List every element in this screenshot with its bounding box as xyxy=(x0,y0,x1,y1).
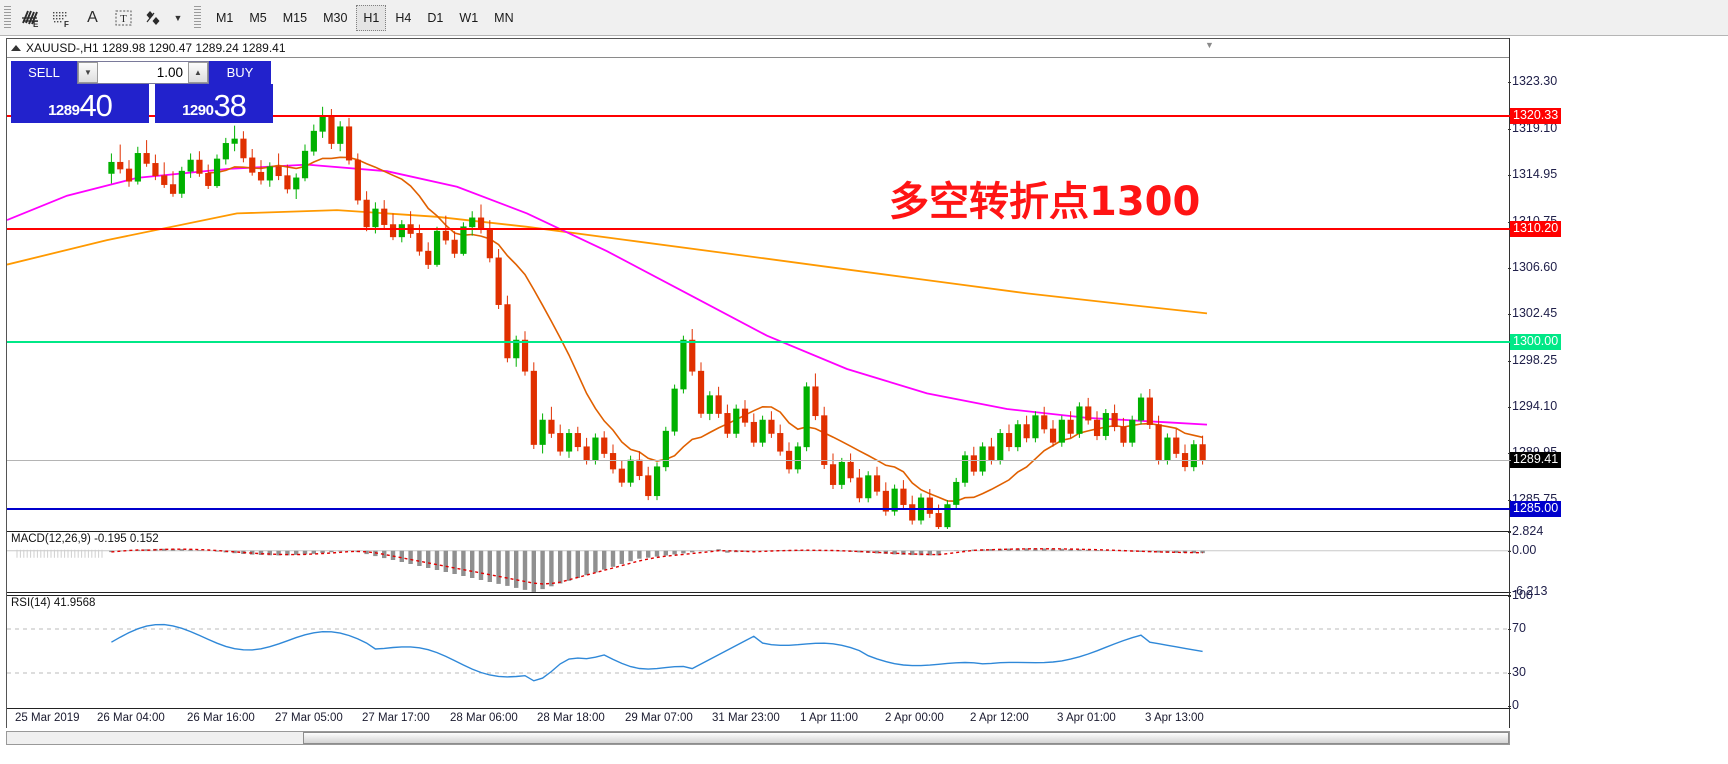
svg-text:E: E xyxy=(33,20,39,28)
price-badge-pivot-1300[interactable]: 1300.00 xyxy=(1510,334,1562,351)
chart-window: XAUUSD-,H1 1289.98 1290.47 1289.24 1289.… xyxy=(6,38,1511,728)
rsi-tick-3: 0 xyxy=(1508,698,1519,712)
time-label-12: 3 Apr 01:00 xyxy=(1057,712,1116,724)
buy-price-integer: 1290 xyxy=(182,102,214,119)
current-price-line xyxy=(7,460,1511,461)
text-icon[interactable]: A xyxy=(77,3,108,33)
chart-annotation-text: 多空转折点1300 xyxy=(889,179,1201,225)
price-scale-divider xyxy=(1509,38,1510,728)
rsi-chart-svg xyxy=(7,623,1511,682)
timeframe-group: M1 M5 M15 M30 H1 H4 D1 W1 MN xyxy=(209,4,521,31)
one-click-trade-panel: SELL ▼ 1.00 ▲ BUY 1289 40 1290 38 xyxy=(11,61,273,123)
price-tick-4: 1306.60 xyxy=(1507,260,1558,274)
symbol-ohlc-text: XAUUSD-,H1 1289.98 1290.47 1289.24 1289.… xyxy=(26,41,286,55)
volume-increase-button[interactable]: ▲ xyxy=(188,62,208,83)
timeframe-m30[interactable]: M30 xyxy=(323,10,348,25)
timeframe-mn[interactable]: MN xyxy=(494,10,514,25)
macd-label: MACD(12,26,9) -0.195 0.152 xyxy=(11,533,159,545)
rsi-pane[interactable]: RSI(14) 41.9568 xyxy=(7,595,1511,707)
time-label-8: 31 Mar 23:00 xyxy=(712,712,780,724)
timeframe-d1[interactable]: D1 xyxy=(427,10,444,25)
volume-input[interactable]: 1.00 xyxy=(156,65,183,80)
svg-text:F: F xyxy=(64,20,69,28)
timeframe-h1[interactable]: H1 xyxy=(356,4,387,31)
symbol-bar: XAUUSD-,H1 1289.98 1290.47 1289.24 1289.… xyxy=(7,39,1509,58)
chevron-down-glyph: ▼ xyxy=(173,12,183,23)
line-1310[interactable] xyxy=(7,228,1511,230)
rsi-tick-1: 70 xyxy=(1508,621,1526,635)
macd-pane[interactable]: MACD(12,26,9) -0.195 0.152 xyxy=(7,531,1511,593)
time-label-13: 3 Apr 13:00 xyxy=(1145,712,1204,724)
price-tick-2: 1314.95 xyxy=(1507,167,1558,182)
time-label-7: 29 Mar 07:00 xyxy=(625,712,693,724)
timeframe-w1[interactable]: W1 xyxy=(459,10,479,25)
sell-price-integer: 1289 xyxy=(48,102,80,119)
rsi-tick-0: 100 xyxy=(1508,588,1533,602)
price-tick-6: 1298.25 xyxy=(1507,352,1558,367)
time-label-6: 28 Mar 18:00 xyxy=(537,712,605,724)
price-tick-7: 1294.10 xyxy=(1507,398,1558,413)
buy-price-fraction: 38 xyxy=(213,88,246,123)
price-badge-support-1285[interactable]: 1285.00 xyxy=(1510,501,1562,517)
sell-button[interactable]: SELL xyxy=(11,61,77,84)
macd-chart-svg xyxy=(7,548,1511,592)
indicators-icon[interactable]: E xyxy=(15,3,46,33)
buy-price-button[interactable]: 1290 38 xyxy=(155,84,273,123)
text-label-icon[interactable]: T xyxy=(108,3,139,33)
timeframe-m5[interactable]: M5 xyxy=(249,10,267,25)
volume-stepper[interactable]: ▼ 1.00 ▲ xyxy=(77,61,209,84)
timeframe-m1[interactable]: M1 xyxy=(216,10,234,25)
time-label-10: 2 Apr 00:00 xyxy=(885,712,944,724)
main-toolbar: E F A T xyxy=(0,0,1728,36)
toolbar-grip-1[interactable] xyxy=(4,5,11,30)
shapes-icon-svg xyxy=(146,10,159,25)
line-1285[interactable] xyxy=(7,508,1511,510)
time-label-9: 1 Apr 11:00 xyxy=(800,712,858,724)
volume-decrease-button[interactable]: ▼ xyxy=(78,62,98,83)
collapse-icon[interactable] xyxy=(11,45,21,51)
timeframe-h4[interactable]: H4 xyxy=(395,10,412,25)
sell-price-button[interactable]: 1289 40 xyxy=(11,84,149,123)
time-label-5: 28 Mar 06:00 xyxy=(450,712,518,724)
time-axis: 25 Mar 2019 26 Mar 04:00 26 Mar 16:00 27 Ma… xyxy=(7,708,1511,728)
macd-tick-1: 0.00 xyxy=(1507,542,1537,557)
chevron-down-icon[interactable]: ▼ xyxy=(170,3,186,33)
trade-panel-price-row: 1289 40 1290 38 xyxy=(11,84,273,123)
time-label-1: 26 Mar 04:00 xyxy=(97,712,165,724)
toolbar-grip-2[interactable] xyxy=(194,5,201,30)
price-tick-0: 1323.30 xyxy=(1507,74,1558,89)
time-label-3: 27 Mar 05:00 xyxy=(275,712,343,724)
svg-text:T: T xyxy=(120,13,127,25)
time-label-4: 27 Mar 17:00 xyxy=(362,712,430,724)
horizontal-scrollbar[interactable] xyxy=(6,731,1510,745)
rsi-label: RSI(14) 41.9568 xyxy=(11,597,96,609)
timeframe-m15[interactable]: M15 xyxy=(282,10,308,25)
price-chart-svg xyxy=(7,106,1208,529)
price-badge-resistance-1310[interactable]: 1310.20 xyxy=(1510,221,1562,237)
grid-icon[interactable]: F xyxy=(46,3,77,33)
shapes-icon[interactable] xyxy=(139,3,170,33)
price-scale[interactable]: 1323.301319.101314.951310.751306.601302.… xyxy=(1507,38,1726,728)
line-1320[interactable] xyxy=(7,115,1511,118)
scrollbar-thumb[interactable] xyxy=(303,732,1509,744)
chart-caret-icon: ▼ xyxy=(1205,40,1214,50)
grid-icon-svg: F xyxy=(52,11,69,28)
price-badge-current-price[interactable]: 1289.41 xyxy=(1510,452,1562,468)
price-tick-5: 1302.45 xyxy=(1507,306,1558,321)
price-badge-resistance-1320[interactable]: 1320.33 xyxy=(1510,108,1562,125)
sell-price-fraction: 40 xyxy=(79,88,112,123)
text-icon-glyph: A xyxy=(87,8,98,26)
macd-tick-0: 2.824 xyxy=(1507,524,1544,538)
line-1300[interactable] xyxy=(7,341,1511,344)
rsi-tick-2: 30 xyxy=(1508,665,1526,679)
time-label-0: 25 Mar 2019 xyxy=(15,712,80,724)
time-label-11: 2 Apr 12:00 xyxy=(970,712,1029,724)
buy-button[interactable]: BUY xyxy=(209,61,271,84)
price-pane[interactable]: 多空转折点1300 xyxy=(7,59,1511,529)
indicators-icon-svg: E xyxy=(21,10,39,28)
text-label-icon-svg: T xyxy=(115,10,131,25)
trade-panel-top-row: SELL ▼ 1.00 ▲ BUY xyxy=(11,61,273,84)
time-label-2: 26 Mar 16:00 xyxy=(187,712,255,724)
